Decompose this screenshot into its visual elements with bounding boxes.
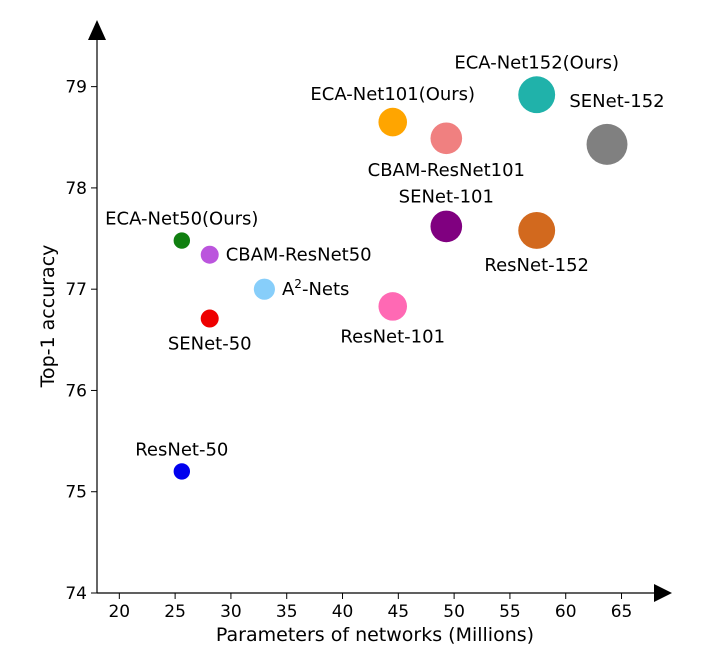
x-tick-label: 40 (332, 602, 354, 622)
label-joiner: - (302, 279, 309, 300)
data-point-senet-50 (200, 309, 219, 328)
tick-group: 20 25 30 35 40 45 50 55 60 65 74 75 76 77 78 79 (65, 78, 632, 622)
x-tick-label: 25 (164, 602, 186, 622)
data-point-resnet-101 (378, 292, 408, 321)
label-name: Nets (308, 279, 349, 300)
point-label: ResNet-50 (135, 439, 228, 460)
point-label: CBAM-ResNet101 (368, 160, 525, 181)
x-tick-label: 45 (387, 602, 409, 622)
x-tick-label: 30 (220, 602, 242, 622)
label-prefix: A (282, 279, 295, 300)
label-name: ResNet-101 (340, 327, 445, 348)
point-label: ECA-Net101(Ours) (310, 84, 475, 105)
data-point-nets (253, 278, 275, 300)
x-tick-label: 50 (443, 602, 465, 622)
data-point-senet-101 (430, 210, 463, 243)
point-label: A2-Nets (282, 277, 349, 300)
y-axis-arrow-icon (88, 20, 106, 40)
y-tick-label: 77 (65, 280, 87, 300)
x-tick-label: 20 (108, 602, 130, 622)
label-name: ECA-Net101(Ours) (310, 84, 475, 105)
x-tick-label: 65 (611, 602, 633, 622)
point-label: SENet-50 (168, 334, 252, 355)
data-point-eca-net50-ours (173, 232, 191, 249)
point-labels: ResNet-50 SENet-50 CBAM-ResNet50 ECA-Net50(… (105, 52, 664, 460)
label-name: ECA-Net152(Ours) (454, 52, 619, 73)
y-tick-label: 78 (65, 179, 87, 199)
point-label: ResNet-152 (484, 255, 589, 276)
point-label: CBAM-ResNet50 (226, 245, 372, 266)
label-name: SENet-50 (168, 334, 252, 355)
y-tick-label: 79 (65, 78, 87, 98)
x-axis-label: Parameters of networks (Millions) (216, 624, 534, 646)
label-name: ResNet-50 (135, 439, 228, 460)
label-name: SENet-101 (399, 187, 494, 208)
y-tick-label: 75 (65, 483, 87, 503)
data-point-eca-net101-ours (378, 107, 408, 137)
y-tick-label: 74 (65, 584, 87, 604)
point-label: ResNet-101 (340, 327, 445, 348)
point-label: ECA-Net50(Ours) (105, 208, 258, 229)
label-name: CBAM-ResNet101 (368, 160, 525, 181)
point-label: ECA-Net152(Ours) (454, 52, 619, 73)
data-point-cbam-resnet101 (430, 122, 463, 155)
label-superscript: 2 (294, 277, 302, 291)
x-tick-label: 35 (276, 602, 298, 622)
x-axis-arrow-icon (654, 584, 672, 602)
data-point-resnet-50 (173, 463, 191, 480)
data-points (173, 76, 628, 480)
x-tick-label: 55 (499, 602, 521, 622)
data-point-cbam-resnet50 (200, 245, 219, 264)
label-name: ResNet-152 (484, 255, 589, 276)
point-label: SENet-101 (399, 187, 494, 208)
data-point-senet-152 (586, 123, 628, 165)
y-tick-label: 76 (65, 381, 87, 401)
y-axis-label: Top-1 accuracy (37, 245, 59, 389)
data-point-resnet-152 (518, 212, 556, 249)
point-label: SENet-152 (569, 91, 664, 112)
data-point-eca-net152-ours (518, 76, 556, 114)
label-name: CBAM-ResNet50 (226, 245, 372, 266)
label-name: ECA-Net50(Ours) (105, 208, 258, 229)
label-name: SENet-152 (569, 91, 664, 112)
x-tick-label: 60 (555, 602, 577, 622)
